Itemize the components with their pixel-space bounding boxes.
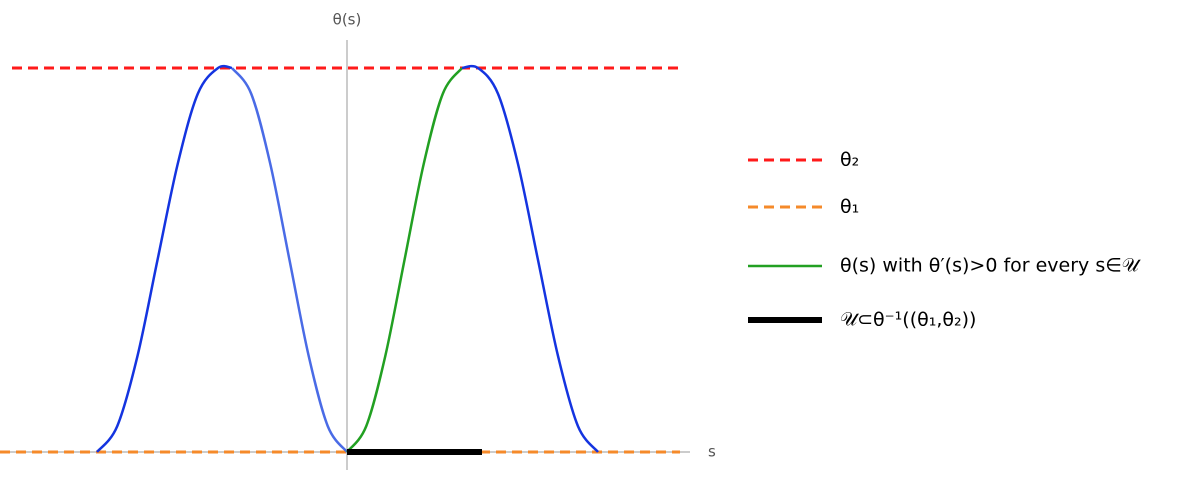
legend-label: 𝒰⊂θ⁻¹((θ₁,θ₂)) <box>840 309 976 331</box>
x-axis-label: s <box>708 443 716 461</box>
legend-label: θ₁ <box>840 196 859 218</box>
curve <box>461 64 599 453</box>
y-axis-label: θ(s) <box>333 11 362 29</box>
curve <box>96 64 233 453</box>
legend-label: θ(s) with θ′(s)>0 for every s∈𝒰 <box>840 255 1142 277</box>
curve <box>345 67 464 453</box>
curve <box>230 67 349 453</box>
legend-label: θ₂ <box>840 149 859 171</box>
